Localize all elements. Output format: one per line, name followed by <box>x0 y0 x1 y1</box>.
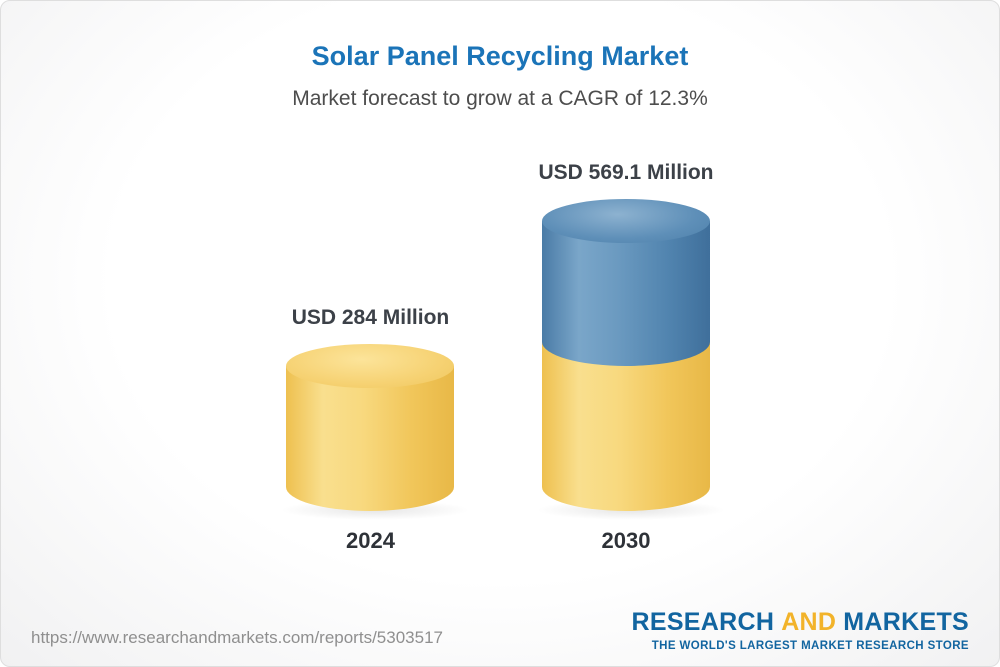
cylinder-body <box>541 342 710 511</box>
bar-group-2030: USD 569.1 Million 2030 <box>535 161 726 555</box>
report-url: https://www.researchandmarkets.com/repor… <box>31 628 443 647</box>
category-label-2024: 2024 <box>345 528 395 553</box>
logo-word-research: RESEARCH <box>631 608 775 636</box>
chart-subtitle: Market forecast to grow at a CAGR of 12.… <box>292 87 708 110</box>
cylinder-body <box>541 221 710 366</box>
bar-2030-cylinder <box>535 199 726 520</box>
bar-group-2024: USD 284 Million 2024 <box>280 306 471 555</box>
research-and-markets-logo: RESEARCH AND MARKETS THE WORLD'S LARGEST M… <box>632 608 970 652</box>
bar-2030-base-segment <box>541 342 710 511</box>
logo-tagline: THE WORLD'S LARGEST MARKET RESEARCH STOR… <box>651 640 969 652</box>
chart-title: Solar Panel Recycling Market <box>311 41 689 71</box>
footer: https://www.researchandmarkets.com/repor… <box>31 608 969 652</box>
value-label-2024: USD 284 Million <box>291 306 450 329</box>
cylinder-top-face-icon <box>541 199 710 243</box>
logo-word-and: AND <box>781 608 837 636</box>
bar-2024-cylinder <box>280 344 471 520</box>
cylinder-body <box>286 366 455 511</box>
chart-area: USD 284 Million 2024 USD 569.1 Million 2… <box>1 141 999 555</box>
category-label-2030: 2030 <box>601 528 651 553</box>
value-label-2030: USD 569.1 Million <box>538 161 714 184</box>
cylinder-top-face-icon <box>286 344 455 388</box>
logo-wordmark: RESEARCH AND MARKETS <box>632 608 970 637</box>
logo-word-markets: MARKETS <box>843 608 969 636</box>
bar-2030-growth-segment <box>541 199 710 366</box>
